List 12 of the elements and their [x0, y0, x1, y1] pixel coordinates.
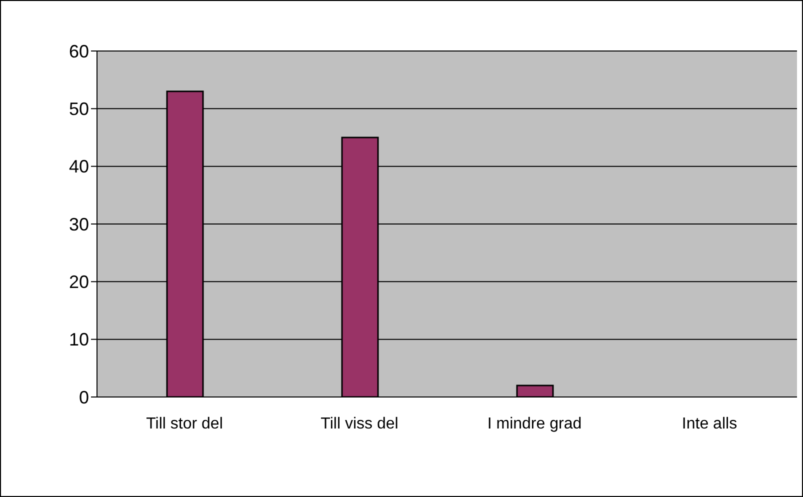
bar: [516, 384, 554, 397]
y-tick-label: 30: [68, 214, 89, 234]
x-tick-label: Till viss del: [320, 415, 398, 432]
x-tick-label: Till stor del: [146, 415, 223, 432]
x-tick-label: I mindre grad: [487, 415, 582, 432]
y-tick-label: 10: [68, 330, 89, 350]
y-tick-label: 40: [68, 156, 89, 177]
y-tick-label: 0: [78, 387, 89, 408]
y-tick-label: 20: [68, 272, 89, 292]
y-tick-label: 60: [68, 41, 89, 62]
x-tick-label: Inte alls: [682, 415, 738, 432]
y-tick-label: 50: [68, 99, 89, 120]
